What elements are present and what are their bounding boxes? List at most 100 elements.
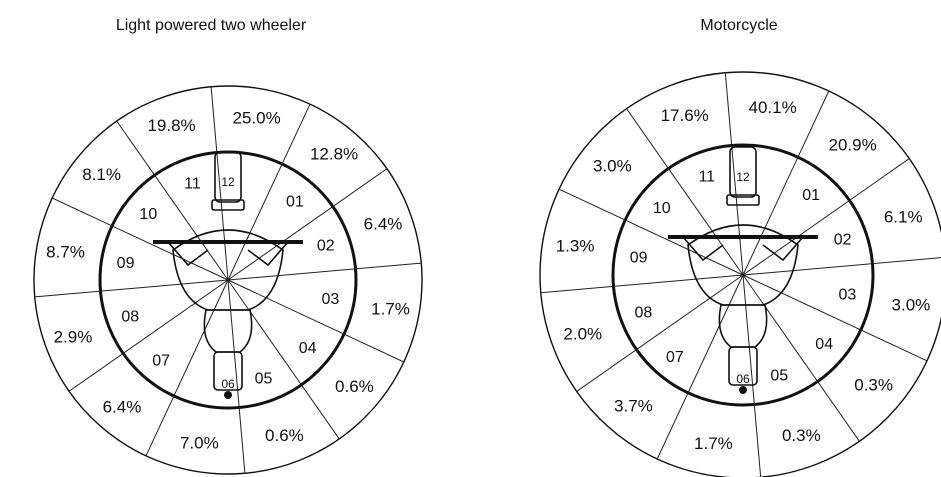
inner-ring bbox=[611, 143, 875, 407]
rear-wheel-shape bbox=[213, 351, 243, 391]
diagram-title: Motorcycle bbox=[700, 17, 777, 34]
sector-percentage: 25.0% bbox=[233, 109, 281, 128]
motorcycle-top-view-icon bbox=[668, 146, 818, 394]
clock-position-label: 08 bbox=[121, 309, 139, 326]
sector-percentage: 6.4% bbox=[364, 215, 403, 234]
left-mirror-shape bbox=[682, 236, 724, 262]
sector-divider bbox=[227, 279, 340, 440]
clock-position-label: 12 bbox=[736, 170, 750, 184]
clock-position-label: 11 bbox=[698, 168, 715, 185]
ring-set bbox=[539, 71, 941, 477]
clock-position-label: 07 bbox=[666, 349, 684, 366]
sector-percentage: 2.0% bbox=[563, 324, 602, 343]
clock-position-label: 11 bbox=[184, 175, 201, 192]
left-mirror-shape bbox=[167, 241, 209, 267]
clock-position-label: 01 bbox=[286, 193, 304, 210]
sector-percentage: 19.8% bbox=[147, 116, 195, 135]
clock-position-label: 06 bbox=[736, 372, 750, 386]
sector-divider bbox=[742, 158, 910, 276]
clock-position-label: 09 bbox=[630, 250, 648, 267]
sector-divider bbox=[558, 188, 744, 276]
clock-position-label: 03 bbox=[322, 291, 340, 308]
sector-percentage: 17.6% bbox=[661, 106, 709, 125]
sector-divider bbox=[227, 279, 405, 363]
clock-position-label: 02 bbox=[317, 237, 335, 254]
sector-percentage: 3.0% bbox=[593, 156, 632, 175]
sector-percentage: 20.9% bbox=[828, 135, 876, 154]
diagram-title: Light powered two wheeler bbox=[116, 17, 307, 34]
sector-divider bbox=[742, 90, 830, 276]
clock-position-label: 05 bbox=[770, 368, 788, 385]
sector-percentage: 6.4% bbox=[103, 397, 142, 416]
sector-percentage: 6.1% bbox=[884, 208, 923, 227]
fork-shape bbox=[211, 199, 245, 211]
sector-divider bbox=[656, 274, 744, 460]
fairing-shape bbox=[687, 224, 799, 306]
rear-wheel-shape bbox=[728, 346, 758, 386]
outer-ring bbox=[539, 71, 941, 477]
clock-position-label: 08 bbox=[634, 304, 652, 321]
sector-divider bbox=[68, 279, 229, 392]
diagram-motorcycle: Motorcycle 40.1% 12 20.9% 01 6.1% 02 3.0% 03 0.3… bbox=[539, 17, 941, 477]
sector-percentage: 3.0% bbox=[892, 296, 931, 315]
sector-divider bbox=[742, 274, 860, 442]
right-mirror-shape bbox=[247, 241, 289, 267]
sector-divider bbox=[210, 86, 229, 281]
sector-divider bbox=[742, 274, 762, 477]
two-wheeler-top-view-icon bbox=[153, 151, 303, 399]
sector-percentage: 0.3% bbox=[782, 426, 821, 445]
right-mirror-shape bbox=[762, 236, 804, 262]
clock-position-label: 10 bbox=[139, 206, 157, 223]
sector-divider bbox=[724, 72, 744, 276]
sector-labels: 25.0% 12 12.8% 01 6.4% 02 1.7% 03 0.6% 04 0.6% 05 7.… bbox=[46, 109, 410, 453]
sector-divider bbox=[227, 103, 311, 281]
sector-divider bbox=[742, 274, 928, 362]
fairing-shape bbox=[172, 229, 284, 311]
tail-light-shape bbox=[739, 386, 747, 394]
sector-divider bbox=[227, 262, 422, 281]
clock-position-label: 10 bbox=[653, 200, 671, 217]
sector-percentage: 1.7% bbox=[371, 300, 410, 319]
front-wheel-shape bbox=[214, 151, 242, 203]
sector-divider bbox=[116, 120, 229, 281]
tail-light-shape bbox=[224, 391, 232, 399]
sector-divider bbox=[34, 279, 229, 298]
sector-dividers bbox=[34, 86, 422, 474]
clock-position-label: 04 bbox=[299, 340, 317, 357]
sector-percentage: 0.6% bbox=[335, 377, 374, 396]
front-wheel-shape bbox=[729, 146, 757, 198]
sector-divider bbox=[626, 108, 744, 276]
sector-percentage: 0.3% bbox=[854, 376, 893, 395]
sector-divider bbox=[576, 274, 744, 392]
sector-percentage: 3.7% bbox=[614, 397, 653, 416]
clock-position-label: 01 bbox=[802, 187, 820, 204]
sector-labels: 40.1% 12 20.9% 01 6.1% 02 3.0% 03 0.3% 04 0.3% 05 1.… bbox=[556, 98, 931, 453]
sector-divider bbox=[227, 279, 246, 474]
clock-position-label: 07 bbox=[152, 353, 170, 370]
sector-percentage: 2.9% bbox=[54, 327, 93, 346]
clock-position-label: 09 bbox=[117, 255, 135, 272]
sector-percentage: 12.8% bbox=[310, 145, 358, 164]
sector-percentage: 8.7% bbox=[46, 242, 85, 261]
sector-divider bbox=[742, 257, 941, 276]
sector-percentage: 7.0% bbox=[180, 433, 219, 452]
sector-percentage: 1.7% bbox=[694, 434, 733, 453]
sector-percentage: 1.3% bbox=[556, 236, 595, 255]
clock-position-label: 02 bbox=[834, 232, 852, 249]
sector-divider bbox=[51, 197, 229, 281]
sector-divider bbox=[540, 274, 744, 294]
outer-ring bbox=[33, 85, 423, 475]
sector-divider bbox=[227, 168, 388, 281]
clock-position-label: 12 bbox=[221, 175, 235, 189]
sector-percentage: 8.1% bbox=[82, 165, 121, 184]
diagram-light-powered-two-wheeler: Light powered two wheeler 25.0% 12 12.8% 01… bbox=[33, 17, 423, 475]
fork-shape bbox=[726, 194, 760, 206]
clock-position-label: 06 bbox=[221, 377, 235, 391]
clock-position-label: 03 bbox=[838, 286, 856, 303]
sector-percentage: 0.6% bbox=[265, 426, 304, 445]
clock-position-label: 04 bbox=[815, 336, 833, 353]
clock-position-label: 05 bbox=[255, 371, 273, 388]
sector-dividers bbox=[540, 72, 941, 477]
sector-percentage: 40.1% bbox=[749, 98, 797, 117]
